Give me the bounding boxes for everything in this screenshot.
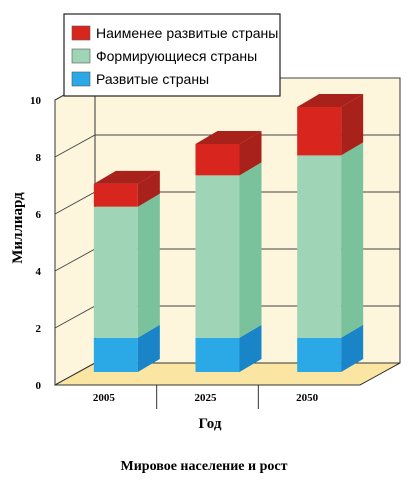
legend-label: Наименее развитые страны	[96, 25, 278, 41]
y-axis-label: Миллиард	[10, 192, 26, 264]
y-tick-label: 4	[36, 266, 42, 278]
bar-segment	[297, 324, 364, 372]
y-tick-label: 2	[36, 323, 42, 335]
legend	[63, 13, 281, 97]
bar-top	[93, 170, 160, 184]
bar-top	[297, 93, 364, 107]
y-tick-label: 6	[36, 209, 42, 221]
bar-front	[195, 144, 240, 176]
bar-front	[93, 206, 138, 338]
bar-top	[195, 131, 262, 144]
side-wall	[54, 77, 96, 386]
x-tick-label: 2005	[93, 392, 116, 404]
x-tick-label: 2025	[195, 392, 218, 404]
bar-segment	[195, 324, 262, 372]
bar-front	[195, 337, 240, 372]
bar-side	[137, 170, 160, 207]
bar-front	[297, 106, 342, 156]
bar-front	[195, 175, 240, 338]
legend-swatch	[71, 48, 91, 64]
bar-side	[341, 93, 364, 156]
bar-segment	[93, 324, 160, 372]
bar-front	[93, 183, 138, 207]
bar-segment	[93, 170, 160, 207]
y-tick-label: 8	[36, 152, 42, 164]
bar-segment	[195, 131, 262, 176]
y-tick-label: 0	[36, 380, 42, 392]
y-tick-label: 10	[30, 95, 42, 107]
chart-title: Мировое население и рост	[121, 459, 288, 474]
bar-side	[137, 193, 160, 338]
legend-swatch	[71, 71, 91, 87]
bar-side	[239, 324, 262, 372]
bar-segment	[297, 142, 364, 338]
bar-side	[137, 324, 160, 372]
bar-side	[239, 131, 262, 176]
bar-front	[297, 155, 342, 338]
bar-front	[297, 337, 342, 372]
legend-label: Формирующиеся страны	[96, 48, 257, 64]
legend-swatch	[71, 25, 91, 41]
bar-segment	[297, 93, 364, 156]
x-tick-label: 2050	[296, 392, 319, 404]
legend-label: Развитые страны	[96, 71, 209, 87]
bar-segment	[195, 162, 262, 338]
bar-side	[239, 162, 262, 338]
bar-front	[93, 337, 138, 372]
x-axis-label: Год	[199, 416, 222, 432]
bar-side	[341, 324, 364, 372]
bar-side	[341, 142, 364, 338]
bar-segment	[93, 193, 160, 338]
